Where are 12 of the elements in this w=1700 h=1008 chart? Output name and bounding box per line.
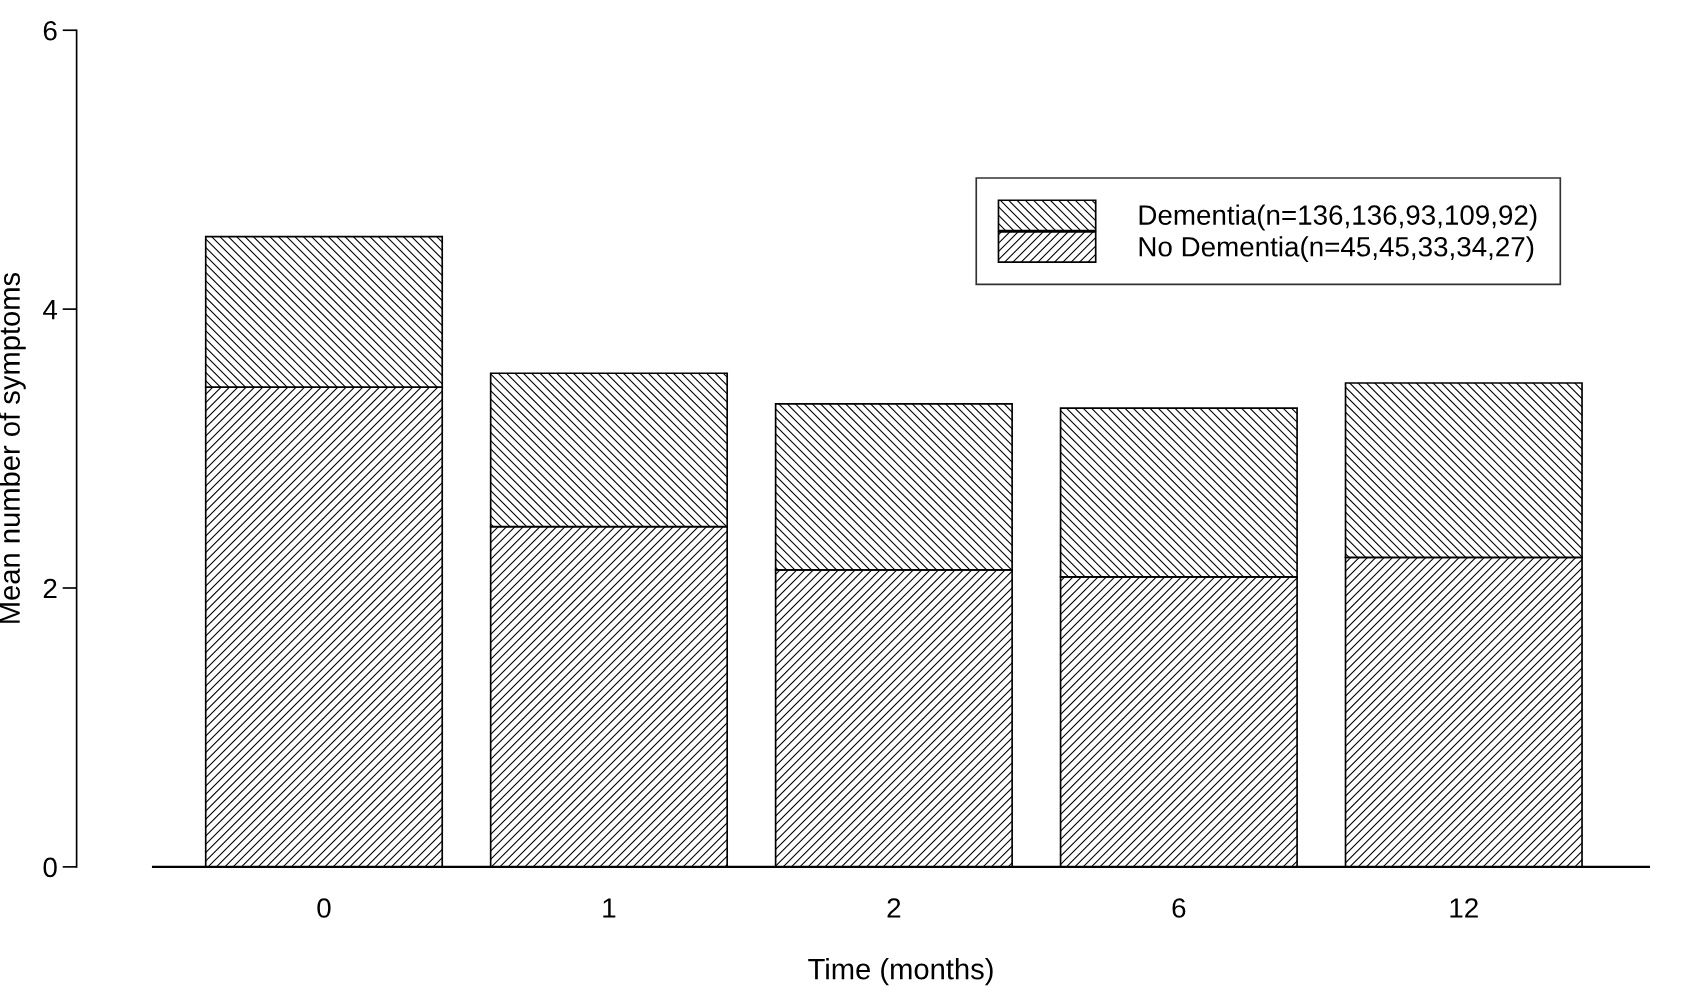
y-tick-label: 6: [43, 20, 57, 41]
x-tick-label: 6: [1172, 898, 1186, 918]
x-tick-label: 0: [317, 898, 331, 918]
x-tick-label: 1: [603, 898, 616, 918]
y-tick-label: 4: [43, 300, 58, 320]
x-tick-label: 2: [887, 898, 901, 918]
legend-label: Dementia(n=136,136,93,109,92): [1139, 204, 1537, 231]
legend-label: No Dementia(n=45,45,33,34,27): [1139, 236, 1534, 263]
x-tick-label: 12: [1450, 898, 1478, 918]
y-tick-label: 2: [43, 578, 57, 599]
y-tick-label: 0: [43, 857, 57, 878]
x-axis-title: Time (months): [808, 958, 993, 986]
